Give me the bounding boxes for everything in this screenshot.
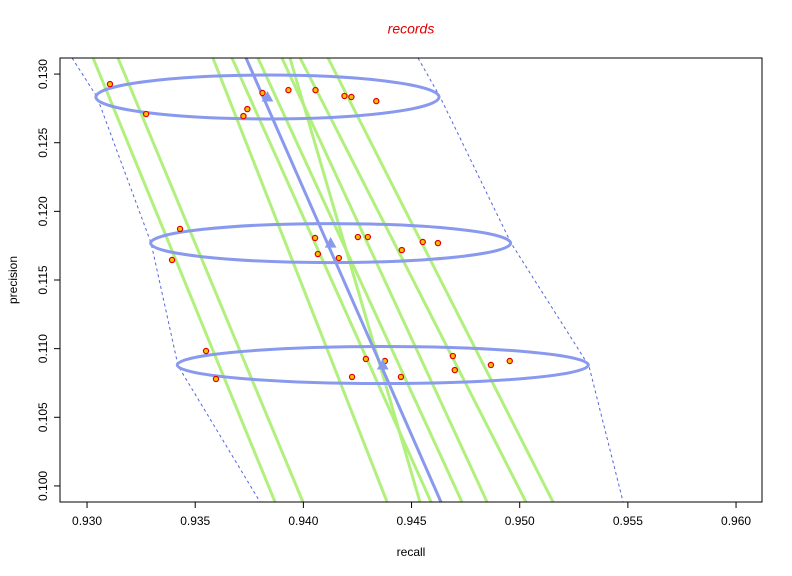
point [312,86,319,94]
point [202,347,210,355]
green-line [280,58,489,502]
point [285,86,292,94]
ellipse [94,73,441,121]
point [244,105,251,113]
center-marker [261,90,274,102]
point [398,246,406,254]
point [259,89,266,97]
y-tick-label: 0.120 [36,196,50,226]
x-tick-label: 0.930 [72,514,102,528]
green-line [116,58,305,502]
x-tick-label: 0.960 [721,514,751,528]
point [419,238,426,246]
green-line [298,58,528,502]
y-tick-label: 0.130 [36,59,50,89]
chart-title: records [388,21,435,37]
plot-area [71,58,624,502]
x-axis-label: recall [397,545,426,559]
point [212,375,220,383]
center-marker [324,237,337,248]
point [354,233,362,241]
y-tick-label: 0.110 [36,334,50,363]
point [311,234,319,242]
y-axis-label: precision [6,256,20,304]
point [487,361,495,369]
point [348,373,356,381]
point [314,250,322,258]
y-tick-label: 0.125 [36,127,50,157]
point [240,112,247,120]
point [373,97,380,105]
point [451,366,459,374]
x-tick-label: 0.940 [288,514,318,528]
point [168,256,176,264]
point [434,239,442,247]
fit-line [244,58,443,502]
point [142,110,150,118]
x-tick-label: 0.955 [613,514,643,528]
green-line [288,58,422,502]
y-tick-label: 0.115 [36,265,50,294]
center-marker [376,358,389,370]
point [397,373,405,381]
point [335,254,343,262]
green-line [91,58,277,502]
green-line [256,58,464,502]
point [364,233,372,241]
x-tick-label: 0.935 [180,514,210,528]
point [176,225,184,233]
point [506,357,513,365]
point [106,80,114,88]
y-tick-label: 0.105 [36,402,50,432]
x-tick-label: 0.950 [505,514,535,528]
point [449,352,457,360]
ellipse [175,344,590,386]
x-tick-label: 0.945 [397,514,427,528]
point [348,93,355,101]
ellipse [149,222,513,265]
green-line [211,58,389,502]
point [362,355,370,363]
green-line [326,58,555,502]
point [341,92,348,100]
y-tick-label: 0.100 [36,471,50,501]
band-line [71,58,261,502]
